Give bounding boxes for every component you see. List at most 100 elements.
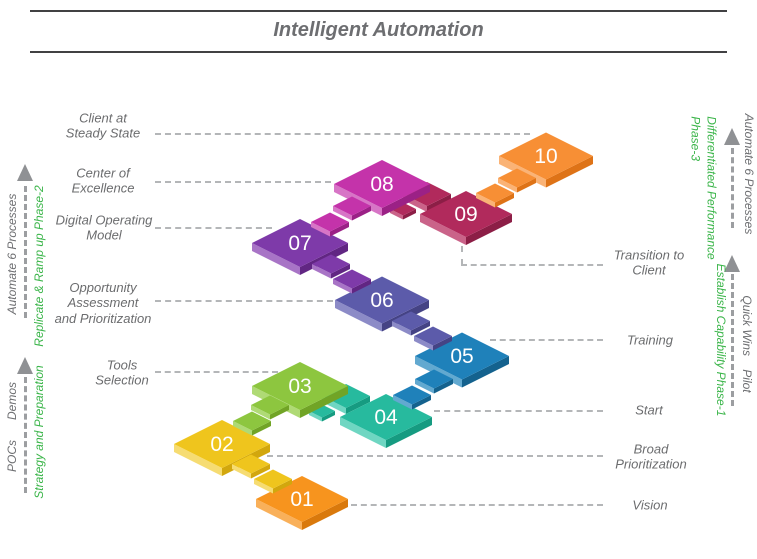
step-10	[498, 168, 536, 193]
face-left	[252, 243, 300, 275]
face-right	[386, 417, 432, 448]
face-left	[256, 499, 302, 530]
tile-number-10: 10	[534, 145, 557, 168]
face-left	[254, 479, 273, 494]
tile-number-07: 07	[288, 232, 311, 255]
face-left	[174, 444, 222, 476]
face-left	[233, 421, 252, 436]
face-right	[434, 379, 453, 394]
leader-training	[490, 339, 603, 341]
face-right	[462, 356, 509, 388]
face-left	[414, 336, 433, 351]
face-right	[517, 178, 536, 193]
step-03	[233, 411, 271, 436]
face-left	[333, 279, 352, 294]
tile-number-01: 01	[290, 488, 313, 511]
face-left	[312, 264, 331, 279]
tile-number-05: 05	[450, 345, 473, 368]
face-top	[476, 183, 514, 203]
face-left	[311, 222, 330, 237]
face-right	[251, 464, 270, 479]
phase-green-text-3: Establish Capability Phase-1	[713, 263, 728, 417]
face-right	[411, 321, 430, 336]
face-right	[433, 336, 452, 351]
step-07	[312, 254, 350, 279]
face-left	[498, 178, 517, 193]
face-top	[499, 132, 593, 180]
phase-arrow-head-1	[17, 357, 33, 374]
face-left	[340, 417, 386, 448]
tile-number-09: 09	[454, 203, 477, 226]
face-right	[346, 396, 370, 414]
step-label-left-0: Client at Steady State	[65, 110, 141, 141]
face-left	[392, 321, 411, 336]
face-left	[476, 193, 495, 208]
face-right	[331, 264, 350, 279]
leader-center-of-excellence	[155, 181, 331, 183]
face-top	[393, 385, 431, 405]
face-left	[333, 206, 352, 221]
step-label-right-4: Vision	[632, 497, 668, 513]
step-label-right-2: Start	[635, 402, 663, 418]
connector-transition-vertical	[461, 246, 463, 265]
face-right	[546, 156, 593, 188]
face-left	[232, 464, 251, 479]
face-left	[415, 379, 434, 394]
step-02	[232, 454, 270, 479]
face-right	[466, 214, 512, 245]
step-07	[333, 269, 371, 294]
phase-gray-text-2: Automate 6 Processes	[741, 113, 756, 235]
phase-arrow-tail-2	[731, 148, 734, 228]
phase-green-text-0: Replicate & Ramp up Phase-2	[32, 185, 47, 347]
step-05	[415, 369, 453, 394]
face-right	[270, 405, 289, 420]
face-top	[392, 311, 430, 331]
face-top	[498, 168, 536, 188]
leader-broad-prioritization	[267, 455, 603, 457]
face-left	[393, 395, 412, 410]
face-right	[300, 386, 348, 418]
face-right	[403, 209, 416, 220]
leader-vision	[351, 504, 603, 506]
leader-start	[434, 410, 603, 412]
face-top	[312, 254, 350, 274]
face-top	[414, 326, 452, 346]
step-label-right-3: Broad Prioritization	[615, 441, 687, 472]
face-top	[232, 454, 270, 474]
phase-arrow-tail-1	[24, 377, 27, 493]
face-right	[352, 279, 371, 294]
face-top	[252, 362, 348, 410]
step-10	[476, 183, 514, 208]
step-06	[414, 326, 452, 351]
tile-number-08: 08	[370, 173, 393, 196]
phase-green-text-2: Differentiated Performance Phase-3	[689, 116, 719, 260]
face-left	[420, 214, 466, 245]
face-left	[390, 209, 403, 220]
face-right	[252, 421, 271, 436]
step-05	[393, 385, 431, 410]
face-right	[412, 395, 431, 410]
phase-arrow-head-0	[17, 164, 33, 181]
face-left	[251, 405, 270, 420]
face-top	[333, 269, 371, 289]
leader-opportunity-assessment	[155, 300, 333, 302]
step-08	[333, 196, 371, 221]
step-08	[311, 212, 349, 237]
step-06	[392, 311, 430, 336]
page-title: Intelligent Automation	[273, 19, 484, 41]
connector-transition-horizontal	[461, 264, 603, 266]
face-right	[495, 193, 514, 208]
phase-arrow-tail-3	[731, 274, 734, 406]
step-label-left-1: Center of Excellence	[71, 165, 135, 196]
title-rule-bottom	[30, 51, 727, 53]
tile-number-03: 03	[288, 375, 311, 398]
face-top	[233, 411, 271, 431]
face-top	[254, 469, 292, 489]
phase-gray-text-0: Automate 6 Processes	[5, 193, 20, 315]
face-top	[415, 369, 453, 389]
face-top	[251, 395, 289, 415]
step-03	[251, 395, 289, 420]
tile-number-02: 02	[210, 433, 233, 456]
face-right	[330, 222, 349, 237]
face-top	[311, 212, 349, 232]
